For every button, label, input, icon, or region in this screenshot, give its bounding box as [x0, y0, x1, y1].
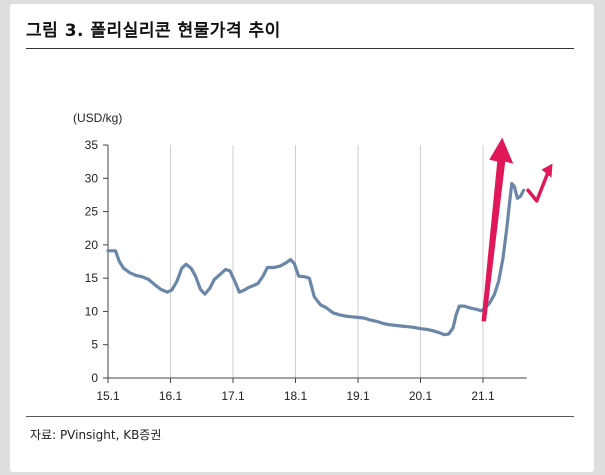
y-axis-ticks: 0 5 10 15 20 25 30 35: [85, 138, 108, 385]
y-tick-label: 10: [85, 304, 99, 318]
big-rising-arrow: [481, 137, 514, 322]
x-tick-label: 18.1: [284, 389, 308, 403]
y-tick-label: 5: [91, 338, 98, 352]
y-tick-label: 35: [85, 138, 99, 152]
title-divider: [26, 48, 574, 49]
rising-trend-arrows: [481, 137, 553, 322]
price-series-line: [106, 182, 526, 337]
y-axis-unit-label: (USD/kg): [73, 111, 122, 125]
x-tick-label: 20.1: [409, 389, 433, 403]
footer-divider: [26, 416, 574, 417]
figure-title: 그림 3. 폴리실리콘 현물가격 추이: [26, 21, 281, 41]
y-tick-label: 30: [85, 171, 99, 185]
chart-axes: [107, 145, 527, 379]
x-tick-label: 17.1: [221, 389, 245, 403]
x-tick-label: 16.1: [159, 389, 183, 403]
chart-gridlines: [170, 145, 484, 378]
small-rising-arrow-head: [541, 163, 553, 178]
y-tick-label: 20: [85, 238, 99, 252]
y-tick-label: 0: [91, 371, 98, 385]
figure-panel: [10, 4, 594, 472]
x-tick-label: 21.1: [471, 389, 495, 403]
y-tick-label: 25: [85, 205, 99, 219]
x-tick-label: 15.1: [96, 389, 120, 403]
x-tick-label: 19.1: [346, 389, 370, 403]
x-axis-ticks: 15.1 16.1 17.1 18.1 19.1 20.1 21.1: [96, 378, 495, 403]
source-note: 자료: PVinsight, KB증권: [30, 428, 162, 442]
y-tick-label: 15: [85, 271, 99, 285]
small-rising-arrow-shaft: [526, 171, 550, 203]
